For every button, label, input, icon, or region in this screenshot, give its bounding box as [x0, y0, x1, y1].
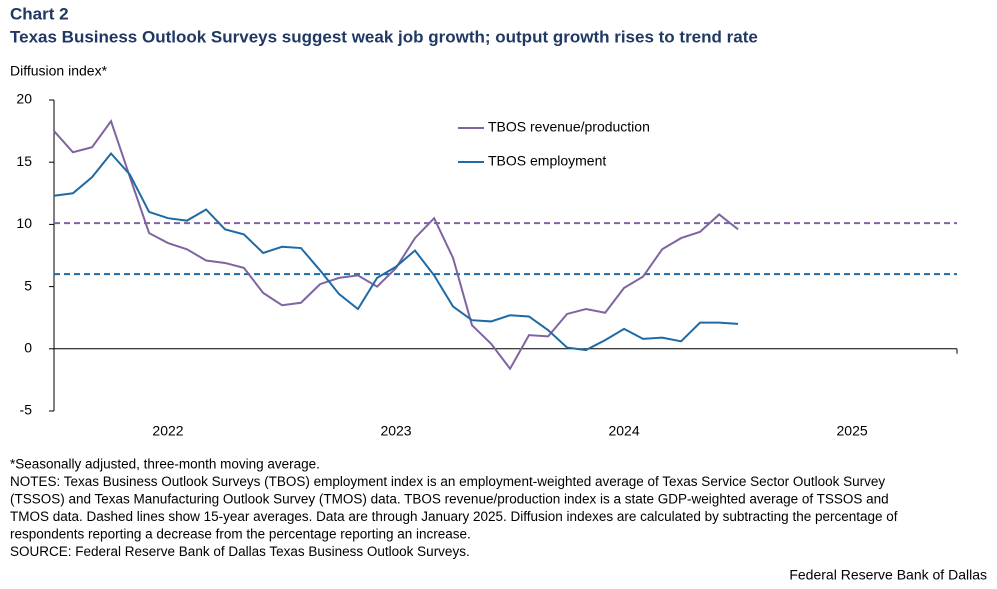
note: TMOS data. Dashed lines show 15-year ave… [10, 509, 898, 524]
y-tick-label: -5 [20, 402, 33, 418]
y-axis-label: Diffusion index* [10, 63, 108, 79]
series-line [53, 151, 739, 352]
series-line [53, 118, 739, 371]
note: (TSSOS) and Texas Manufacturing Outlook … [10, 492, 889, 507]
legend-label: TBOS employment [488, 153, 606, 169]
chart-label: Chart 2 [10, 4, 69, 23]
note: SOURCE: Federal Reserve Bank of Dallas T… [10, 544, 470, 559]
credit: Federal Reserve Bank of Dallas [789, 567, 987, 583]
note: NOTES: Texas Business Outlook Surveys (T… [10, 474, 885, 489]
x-tick-label: 2025 [837, 423, 868, 439]
note: respondents reporting a decrease from th… [10, 527, 471, 542]
note: *Seasonally adjusted, three-month moving… [10, 457, 320, 472]
chart-title: Texas Business Outlook Surveys suggest w… [10, 27, 758, 46]
y-tick-label: 0 [24, 340, 32, 356]
y-tick-label: 10 [16, 215, 32, 231]
legend-label: TBOS revenue/production [488, 119, 650, 135]
x-tick-label: 2022 [152, 423, 183, 439]
y-tick-label: 20 [16, 91, 32, 107]
x-tick-label: 2023 [380, 423, 411, 439]
y-tick-label: 15 [16, 153, 32, 169]
y-tick-label: 5 [24, 277, 32, 293]
x-tick-label: 2024 [608, 423, 639, 439]
